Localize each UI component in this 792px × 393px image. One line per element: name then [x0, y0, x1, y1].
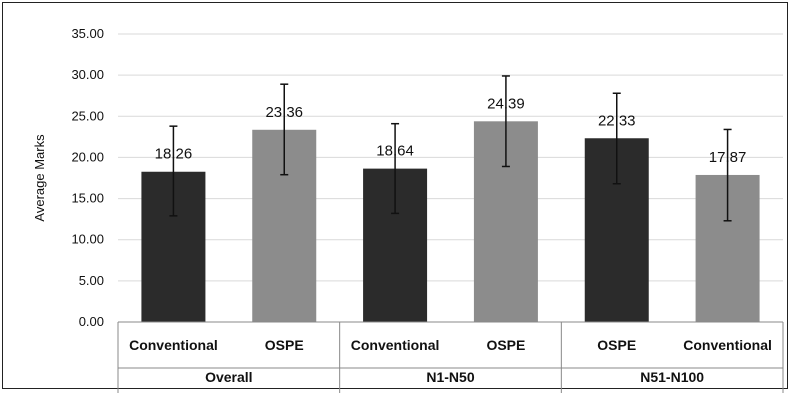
y-axis-label: Average Marks: [32, 134, 47, 222]
group-label: N51-N100: [640, 369, 704, 385]
data-label: 22.33: [598, 112, 636, 129]
y-tick-label: 35.00: [71, 26, 104, 41]
y-axis: 0.00 5.00 10.00 15.00 20.00 25.00 30.00 35.00: [71, 26, 104, 329]
y-tick-label: 25.00: [71, 108, 104, 123]
y-tick-label: 30.00: [71, 67, 104, 82]
group-label: N1-N50: [426, 369, 474, 385]
y-tick-label: 0.00: [79, 314, 104, 329]
x-tick-label: OSPE: [265, 337, 304, 353]
data-label: 18.26: [155, 146, 193, 163]
data-label: 24.39: [487, 95, 525, 112]
group-label: Overall: [205, 369, 252, 385]
x-tick-label: OSPE: [597, 337, 636, 353]
bars: [141, 121, 760, 322]
x-tick-label: Conventional: [683, 337, 772, 353]
data-label: 23.36: [265, 104, 303, 121]
x-axis: Conventional OSPE Conventional OSPE OSPE Conv…: [117, 321, 784, 393]
y-tick-label: 15.00: [71, 191, 104, 206]
x-tick-label: Conventional: [351, 337, 440, 353]
y-tick-label: 20.00: [71, 149, 104, 164]
data-labels: 18.26 23.36 18.64 24.39 22.33 17.87: [155, 95, 747, 166]
x-tick-label: Conventional: [129, 337, 218, 353]
gridlines: [118, 33, 783, 323]
error-bars: [169, 75, 732, 222]
x-tick-label: OSPE: [486, 337, 525, 353]
data-label: 17.87: [709, 149, 747, 166]
y-tick-label: 5.00: [79, 273, 104, 288]
y-tick-label: 10.00: [71, 232, 104, 247]
data-label: 18.64: [376, 143, 414, 160]
